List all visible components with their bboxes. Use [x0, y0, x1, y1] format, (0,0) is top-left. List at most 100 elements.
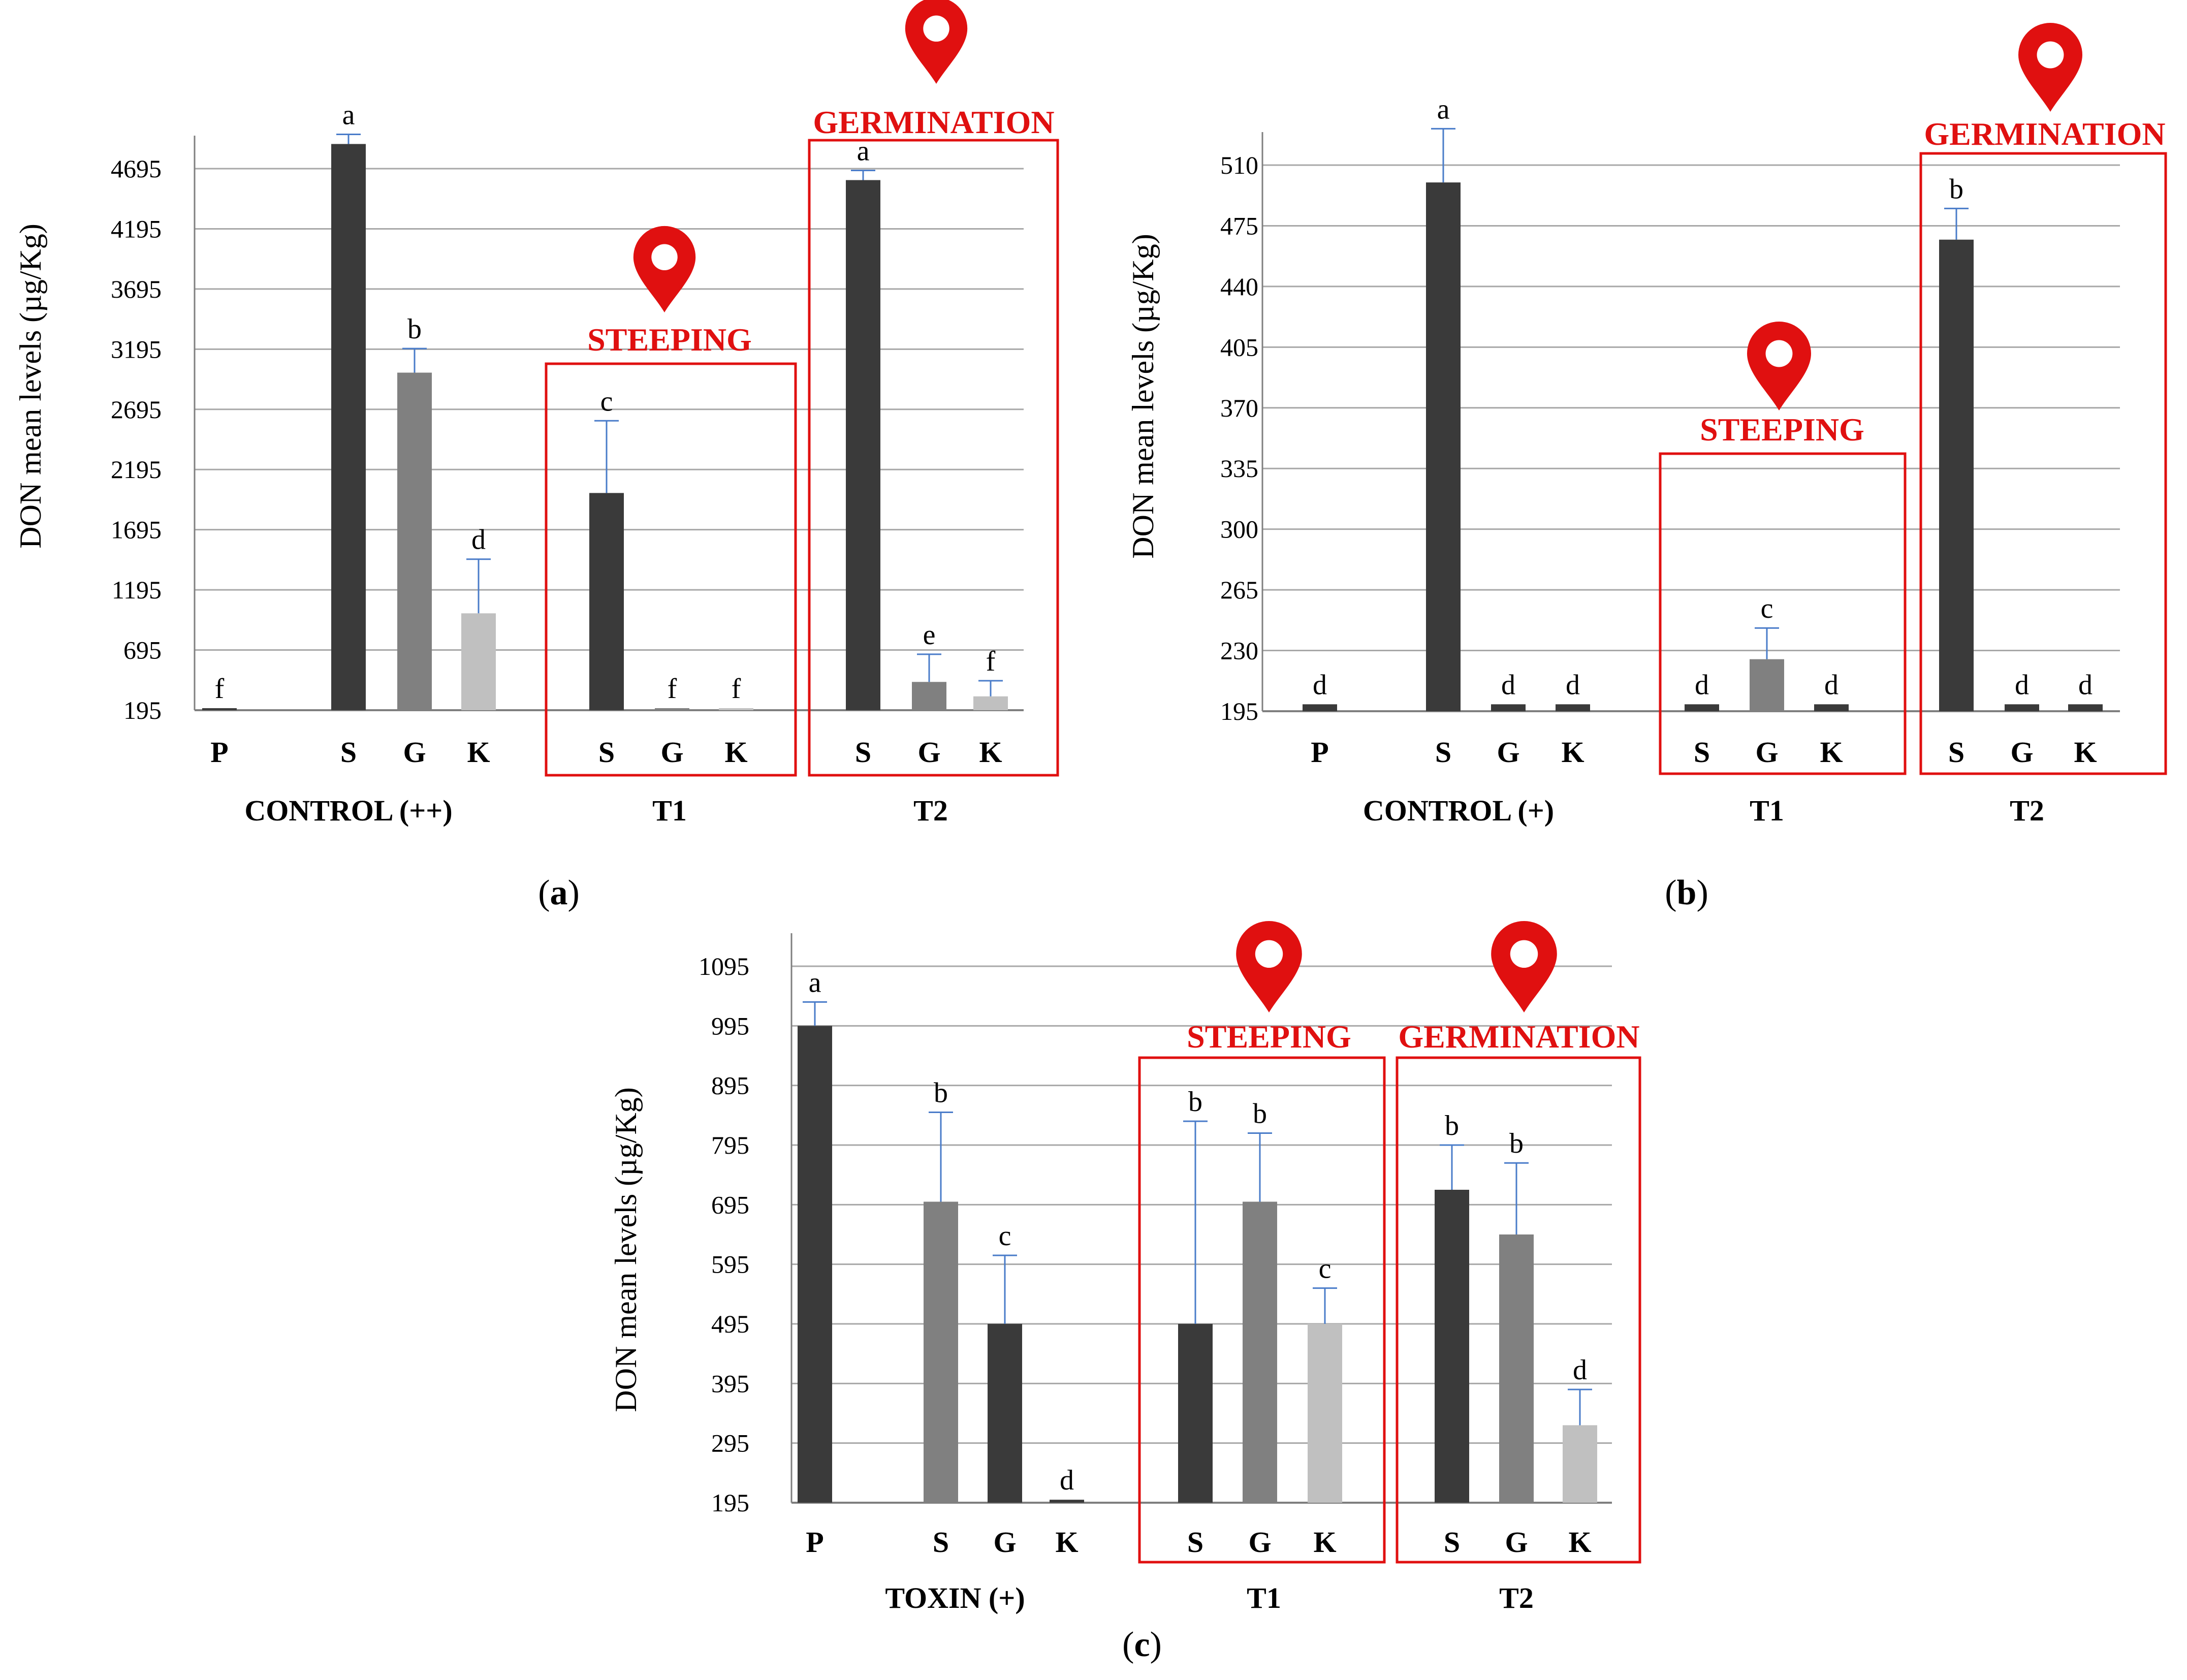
- highlight-label: GERMINATION: [813, 104, 1054, 140]
- highlight-box-germination: [808, 139, 1059, 777]
- highlight-box-germination: [1396, 1056, 1641, 1564]
- significance-letter: d: [2015, 669, 2029, 701]
- map-pin-icon: [633, 226, 696, 312]
- y-tick-label: 4195: [111, 214, 162, 243]
- bar-G-2: [988, 1324, 1022, 1503]
- category-label: K: [467, 736, 490, 769]
- y-tick-label: 1195: [112, 576, 162, 604]
- bar-K-3: [1050, 1500, 1084, 1503]
- y-tick-label: 195: [1220, 697, 1258, 725]
- bar-K-3: [461, 613, 496, 710]
- map-pin-icon: [1236, 921, 1302, 1012]
- category-label: S: [1948, 736, 1964, 769]
- bar-P-0: [1303, 704, 1337, 711]
- bar-G-2: [397, 372, 432, 710]
- map-pin-hole: [651, 244, 678, 270]
- significance-letter: c: [1319, 1253, 1332, 1285]
- bar-G-8: [912, 682, 946, 710]
- y-tick-label: 3195: [111, 335, 162, 363]
- category-label: K: [1313, 1526, 1336, 1559]
- significance-letter: b: [1188, 1086, 1202, 1118]
- category-label: K: [1568, 1526, 1591, 1559]
- category-label: S: [1187, 1526, 1203, 1559]
- map-pin-hole: [2037, 41, 2064, 69]
- y-tick-label: 395: [711, 1369, 749, 1398]
- bar-K-9: [2068, 704, 2103, 711]
- map-pin-hole: [1255, 940, 1283, 968]
- significance-letter: d: [1313, 669, 1327, 701]
- gridlines: [1262, 164, 2120, 712]
- significance-letter: a: [1437, 93, 1450, 125]
- bar-S-1: [1426, 182, 1461, 712]
- panel-letter: a: [550, 873, 568, 912]
- highlight-label: STEEPING: [587, 322, 752, 358]
- y-tick-label: 695: [711, 1190, 749, 1219]
- significance-letter: b: [407, 313, 422, 345]
- panel-letter: c: [1134, 1625, 1150, 1664]
- bar-P-0: [202, 708, 237, 710]
- category-label: P: [210, 736, 228, 769]
- bar-G-8: [1499, 1234, 1534, 1503]
- significance-letter: d: [2078, 669, 2093, 701]
- panel-letter: b: [1677, 873, 1697, 912]
- y-tick-label: 265: [1220, 576, 1258, 604]
- significance-letter: d: [1695, 669, 1709, 701]
- y-tick-label: 230: [1220, 637, 1258, 665]
- group-label: CONTROL (+): [1363, 794, 1554, 827]
- highlight-box-germination: [1919, 152, 2167, 775]
- category-label: G: [993, 1526, 1016, 1559]
- y-tick-label: 300: [1220, 515, 1258, 544]
- significance-letter: f: [215, 673, 225, 705]
- bar-G-5: [655, 708, 689, 710]
- category-label: G: [1497, 736, 1519, 769]
- significance-letter: b: [1509, 1128, 1524, 1159]
- category-label: K: [724, 736, 747, 769]
- highlight-box-steeping: [1659, 452, 1907, 775]
- category-label: P: [1311, 736, 1328, 769]
- y-axis-label: DON mean levels (µg/Kg): [14, 224, 47, 548]
- category-label: S: [1694, 736, 1710, 769]
- significance-letter: b: [934, 1077, 948, 1108]
- category-label: P: [806, 1526, 823, 1559]
- significance-letter: a: [809, 967, 821, 998]
- map-pin-hole: [1765, 340, 1793, 367]
- group-label: CONTROL (++): [244, 794, 452, 827]
- bar-S-7: [1939, 239, 1974, 711]
- panel-label: (c): [1122, 1625, 1162, 1664]
- category-label: S: [1435, 736, 1451, 769]
- chart-panel-a: 4695 4195 3695 3195 2695 2195 1695 1195 695 195 DO…: [14, 0, 1059, 912]
- bar-S-1: [331, 144, 366, 711]
- highlight-label: STEEPING: [1187, 1019, 1351, 1055]
- significance-letter: d: [1824, 669, 1839, 701]
- significance-letter: e: [923, 619, 936, 651]
- group-label: T1: [1247, 1581, 1281, 1614]
- bar-K-9: [973, 696, 1008, 710]
- map-pin-icon: [905, 0, 968, 84]
- y-tick-label: 2695: [111, 395, 162, 424]
- y-tick-label: 595: [711, 1250, 749, 1279]
- significance-letter: d: [1566, 669, 1580, 701]
- bar-S-7: [1435, 1190, 1469, 1503]
- bar-S-4: [589, 493, 624, 710]
- category-label: K: [1820, 736, 1843, 769]
- chart-panel-b: 510 475 440 405 370 335 300 265 230 195 DON mean l…: [1126, 23, 2167, 912]
- y-tick-label: 440: [1220, 272, 1258, 301]
- bar-K-9: [1563, 1425, 1597, 1503]
- bar-S-7: [846, 180, 880, 711]
- group-label: TOXIN (+): [885, 1581, 1025, 1614]
- bar-K-6: [1308, 1324, 1342, 1503]
- category-label: G: [1755, 736, 1778, 769]
- group-label: T1: [652, 794, 687, 827]
- category-label: G: [1248, 1526, 1271, 1559]
- bar-G-8: [2005, 704, 2039, 711]
- category-label: K: [979, 736, 1002, 769]
- y-tick-label: 195: [711, 1488, 749, 1517]
- y-tick-label: 295: [711, 1429, 749, 1457]
- category-label: G: [917, 736, 940, 769]
- group-label: T2: [1499, 1581, 1534, 1614]
- category-label: S: [855, 736, 871, 769]
- category-label: K: [2074, 736, 2097, 769]
- bar-K-6: [1814, 704, 1849, 711]
- y-axis-label: DON mean levels (µg/Kg): [609, 1087, 643, 1412]
